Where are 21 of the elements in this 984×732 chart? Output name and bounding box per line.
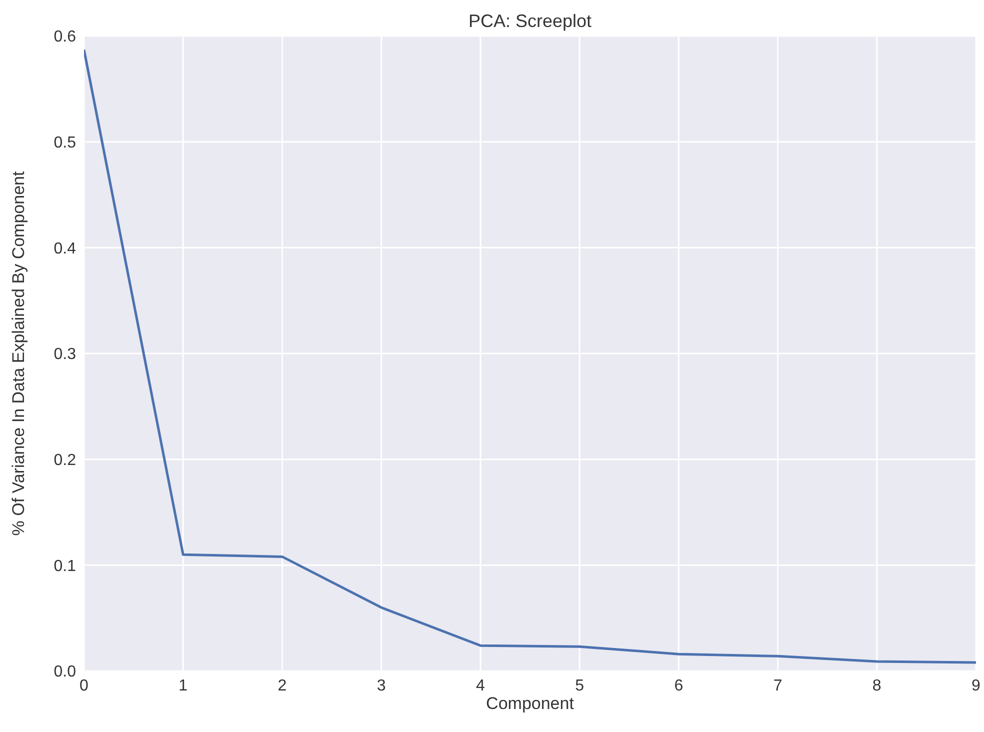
y-axis-title: % Of Variance In Data Explained By Component (9, 171, 28, 536)
x-axis-title: Component (486, 694, 574, 713)
line-series (84, 48, 976, 664)
x-tick-label: 3 (376, 677, 386, 694)
y-tick-label: 0.4 (54, 240, 76, 258)
x-tick-label: 6 (674, 677, 684, 694)
x-tick-label: 8 (872, 677, 882, 694)
x-tick-label: 2 (278, 677, 287, 694)
x-tick-label: 9 (972, 677, 981, 694)
y-tick-label: 0.3 (54, 346, 76, 364)
y-tick-label: 0.2 (54, 452, 76, 470)
chart-title: PCA: Screeplot (467, 11, 593, 32)
x-tick-label: 4 (476, 677, 485, 694)
x-tick-label: 7 (773, 677, 782, 694)
y-tick-label: 0.0 (54, 664, 76, 681)
x-tick-label: 1 (178, 677, 188, 694)
y-tick-label: 0.1 (54, 558, 76, 575)
y-tick-label: 0.6 (54, 28, 76, 46)
x-tick-label: 5 (575, 677, 584, 694)
y-tick-label: 0.5 (54, 134, 76, 152)
x-tick-label: 0 (80, 677, 89, 694)
